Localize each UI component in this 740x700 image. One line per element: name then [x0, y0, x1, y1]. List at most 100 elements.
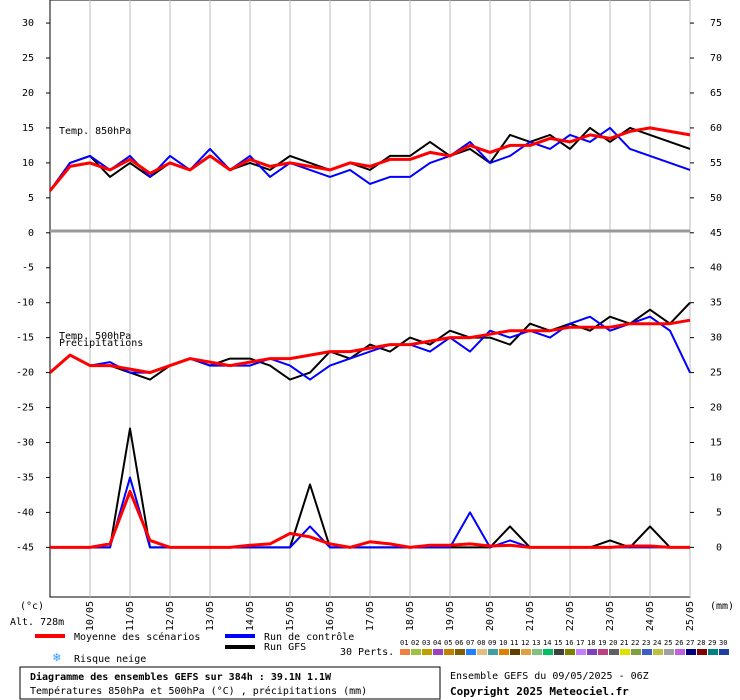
y-tick-label: -35: [16, 472, 34, 483]
perts-legend: 01 02 03 04 05 06 07 08 09 10 11 12 13 14 15 16 17 18 19 20…: [400, 639, 729, 655]
pert-id: 29: [708, 639, 716, 647]
altitude: Alt. 728m: [10, 617, 64, 628]
footer-subtitle: Températures 850hPa et 500hPa (°C) , pré…: [30, 685, 367, 697]
y2-tick-label: 55: [710, 158, 722, 169]
pert-swatch: [532, 649, 542, 655]
x-tick-label: 10/05: [85, 601, 96, 631]
y-tick-label: -15: [16, 333, 34, 344]
panel-label: Temp. 850hPa: [59, 126, 131, 137]
pert-swatch: [477, 649, 487, 655]
pert-swatch: [675, 649, 685, 655]
pert-swatch: [565, 649, 575, 655]
pert-swatch: [620, 649, 630, 655]
pert-swatch: [664, 649, 674, 655]
x-tick-label: 11/05: [125, 601, 136, 631]
y-tick-label: 10: [22, 158, 34, 169]
pert-swatch: [609, 649, 619, 655]
pert-swatch: [598, 649, 608, 655]
pert-swatch: [455, 649, 465, 655]
y2-tick-label: 65: [710, 88, 722, 99]
series-line: [50, 489, 690, 549]
pert-swatch: [422, 649, 432, 655]
pert-id: 04: [433, 639, 441, 647]
series-line: [48, 126, 691, 192]
y2-tick-label: 25: [710, 368, 722, 379]
pert-swatch: [708, 649, 718, 655]
pert-id: 30: [719, 639, 727, 647]
y2-tick-label: 45: [710, 228, 722, 239]
series-line: [49, 318, 691, 375]
legend-label: Run GFS: [264, 642, 306, 653]
pert-id: 14: [543, 639, 551, 647]
series-line: [49, 126, 691, 192]
pert-id: 28: [697, 639, 705, 647]
x-tick-label: 18/05: [405, 601, 416, 631]
pert-id: 25: [664, 639, 672, 647]
footer-run: Ensemble GEFS du 09/05/2025 - 06Z: [450, 671, 649, 682]
panel-label: Temp. 500hPa: [59, 331, 131, 342]
pert-id: 24: [653, 639, 661, 647]
y-tick-label: -45: [16, 542, 34, 553]
y-tick-label: 25: [22, 53, 34, 64]
pert-id: 20: [609, 639, 617, 647]
y2-tick-label: 0: [716, 542, 722, 553]
x-tick-label: 14/05: [245, 601, 256, 631]
pert-swatch: [400, 649, 410, 655]
y-tick-label: -40: [16, 507, 34, 518]
y2-tick-label: 30: [710, 333, 722, 344]
pert-id: 22: [631, 639, 639, 647]
y-tick-label: -30: [16, 438, 34, 449]
perts-label: 30 Perts.: [340, 647, 394, 658]
pert-id: 19: [598, 639, 606, 647]
pert-id: 09: [488, 639, 496, 647]
y-tick-label: -5: [22, 263, 34, 274]
pert-id: 01: [400, 639, 408, 647]
pert-swatch: [554, 649, 564, 655]
legend-label: Run de contrôle: [264, 631, 354, 643]
x-tick-label: 15/05: [285, 601, 296, 631]
legend-label: Moyenne des scénarios: [74, 631, 200, 643]
y-tick-label: 5: [28, 193, 34, 204]
pert-swatch: [543, 649, 553, 655]
pert-id: 13: [532, 639, 540, 647]
y2-tick-label: 35: [710, 298, 722, 309]
unit-label: (mm): [710, 601, 734, 612]
pert-id: 15: [554, 639, 562, 647]
y2-tick-label: 75: [710, 18, 722, 29]
pert-id: 23: [642, 639, 650, 647]
y-tick-label: -25: [16, 403, 34, 414]
pert-swatch: [697, 649, 707, 655]
x-tick-label: 20/05: [485, 601, 496, 631]
pert-id: 27: [686, 639, 694, 647]
unit-label: (°c): [20, 601, 44, 612]
x-tick-label: 21/05: [525, 601, 536, 631]
pert-swatch: [444, 649, 454, 655]
y-tick-label: 30: [22, 18, 34, 29]
y2-tick-label: 60: [710, 123, 722, 134]
pert-id: 17: [576, 639, 584, 647]
pert-swatch: [433, 649, 443, 655]
footer-title: Diagramme des ensembles GEFS sur 384h : …: [30, 671, 332, 683]
grid: [89, 0, 691, 597]
y-tick-label: 0: [28, 228, 34, 239]
pert-swatch: [576, 649, 586, 655]
footer-copyright: Copyright 2025 Meteociel.fr: [450, 685, 629, 698]
pert-id: 08: [477, 639, 485, 647]
x-tick-label: 22/05: [565, 601, 576, 631]
pert-id: 05: [444, 639, 452, 647]
pert-swatch: [719, 649, 729, 655]
x-tick-label: 16/05: [325, 601, 336, 631]
y2-tick-label: 70: [710, 53, 722, 64]
snow-icon: ❄: [52, 651, 61, 666]
y2-tick-label: 10: [710, 472, 722, 483]
x-tick-label: 25/05: [685, 601, 696, 631]
pert-id: 03: [422, 639, 430, 647]
panel-label: Précipitations: [59, 337, 143, 349]
pert-swatch: [499, 649, 509, 655]
y2-tick-label: 50: [710, 193, 722, 204]
x-tick-label: 19/05: [445, 601, 456, 631]
pert-swatch: [510, 649, 520, 655]
x-tick-label: 17/05: [365, 601, 376, 631]
pert-swatch: [631, 649, 641, 655]
